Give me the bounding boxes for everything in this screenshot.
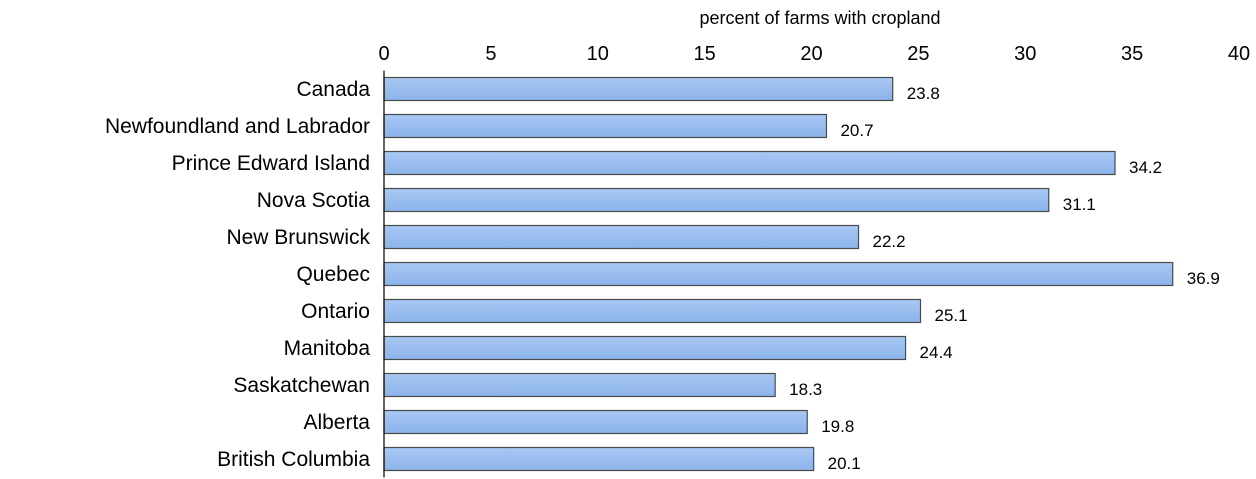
bar (383, 372, 776, 398)
value-label: 20.1 (828, 454, 861, 473)
category-label: Prince Edward Island (172, 152, 370, 175)
value-label: 34.2 (1129, 158, 1162, 177)
value-labels: 23.8 20.7 34.2 31.1 22.2 36.9 25.1 24.4 18.3 19.8… (789, 84, 1220, 473)
category-label: Newfoundland and Labrador (105, 115, 370, 138)
x-tick-label: 15 (694, 43, 716, 65)
x-tick-label: 5 (485, 43, 496, 65)
category-label: New Brunswick (226, 226, 370, 249)
bar (383, 76, 894, 102)
x-tick-label: 20 (800, 43, 822, 65)
value-label: 31.1 (1063, 195, 1096, 214)
value-label: 18.3 (789, 380, 822, 399)
value-label: 24.4 (920, 343, 953, 362)
bar (383, 446, 815, 472)
bar (383, 261, 1174, 287)
category-label: Nova Scotia (257, 189, 371, 212)
category-label: Canada (296, 78, 370, 101)
x-tick-label: 30 (1014, 43, 1036, 65)
x-tick-label: 0 (378, 43, 389, 65)
bar (383, 298, 922, 324)
bar (383, 150, 1116, 176)
category-label: Ontario (301, 300, 370, 323)
bar (383, 409, 808, 435)
bar (383, 224, 860, 250)
bars-group (383, 76, 1174, 472)
value-label: 36.9 (1187, 269, 1220, 288)
x-tick-label: 10 (587, 43, 609, 65)
x-tick-label: 35 (1121, 43, 1143, 65)
x-axis-ticks: 0 5 10 15 20 25 30 35 40 (378, 43, 1250, 65)
value-label: 23.8 (907, 84, 940, 103)
category-label: British Columbia (217, 448, 370, 471)
value-label: 19.8 (821, 417, 854, 436)
category-labels: Canada Newfoundland and Labrador Prince Ed… (105, 78, 371, 471)
bar (383, 187, 1050, 213)
x-tick-label: 40 (1228, 43, 1250, 65)
bar (383, 335, 907, 361)
category-label: Alberta (303, 411, 370, 434)
category-label: Manitoba (284, 337, 371, 360)
bar (383, 113, 828, 139)
value-label: 20.7 (840, 121, 873, 140)
category-label: Saskatchewan (233, 374, 370, 397)
x-tick-label: 25 (907, 43, 929, 65)
category-label: Quebec (296, 263, 370, 286)
value-label: 22.2 (873, 232, 906, 251)
x-axis-title: percent of farms with cropland (699, 8, 940, 28)
value-label: 25.1 (935, 306, 968, 325)
